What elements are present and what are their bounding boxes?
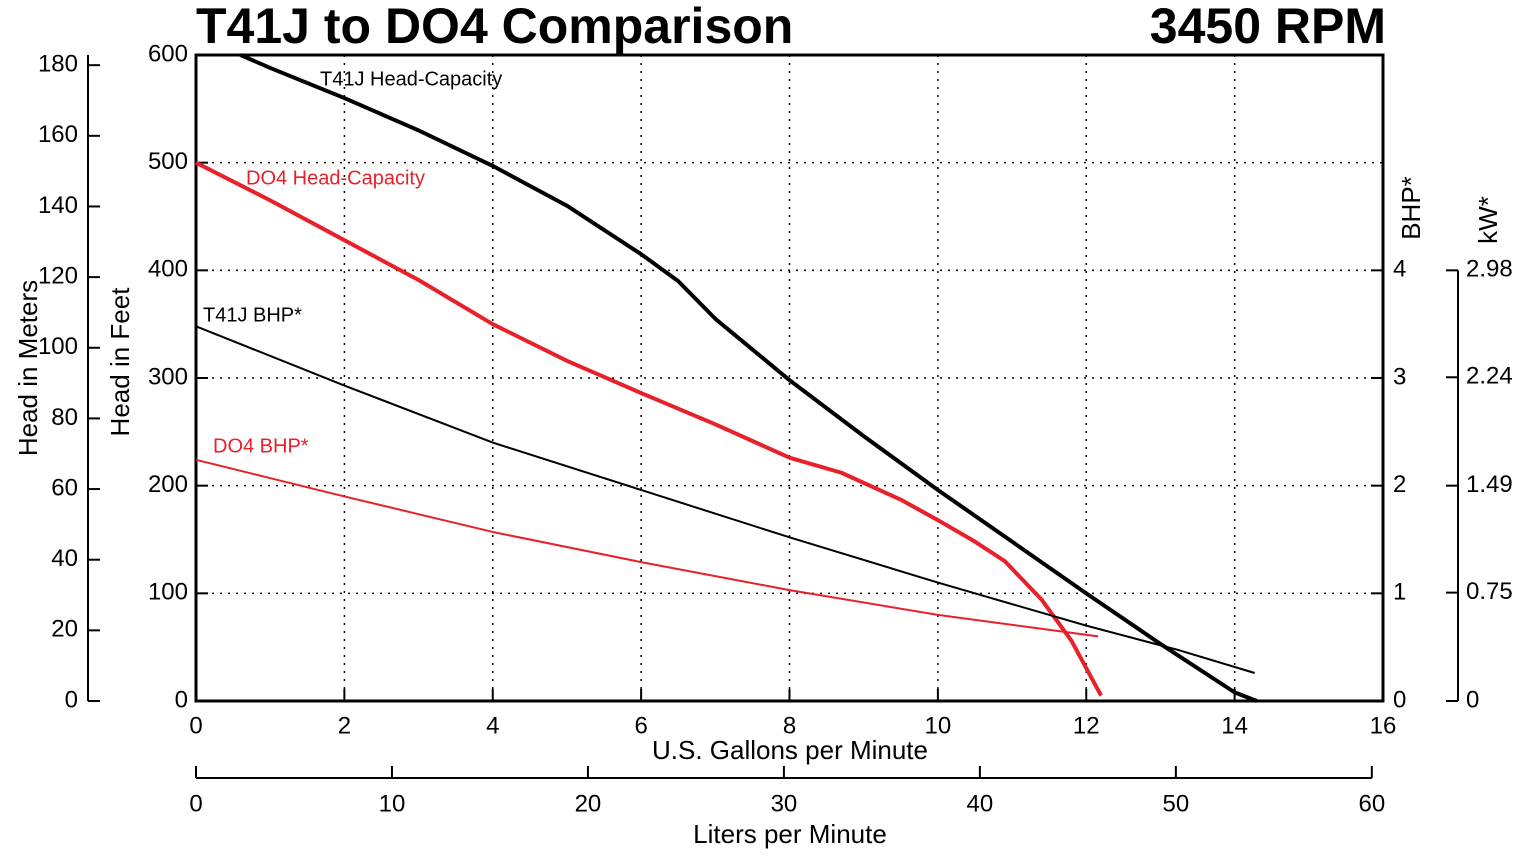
series-label: T41J Head-Capacity (320, 68, 502, 90)
x-tick-label: 16 (1370, 712, 1397, 739)
kw-tick-label: 0 (1466, 686, 1479, 713)
series-label: T41J BHP* (203, 304, 302, 326)
meters-tick-label: 0 (65, 686, 78, 713)
kw-tick-label: 2.24 (1466, 363, 1513, 390)
series-line (195, 325, 1255, 674)
kw-tick-label: 1.49 (1466, 471, 1513, 498)
y2-tick-label: 1 (1393, 579, 1406, 606)
series-line (239, 53, 1258, 703)
y-tick-label: 300 (148, 363, 188, 390)
liters-tick-label: 20 (575, 790, 602, 817)
kw-tick-label: 0.75 (1466, 578, 1513, 605)
x-tick-label: 12 (1073, 712, 1100, 739)
meters-tick-label: 40 (51, 545, 78, 572)
liters-tick-label: 40 (967, 790, 994, 817)
liters-tick-label: 0 (189, 790, 202, 817)
x-axis-title: U.S. Gallons per Minute (652, 735, 928, 765)
liters-tick-label: 10 (379, 790, 406, 817)
x-tick-label: 0 (189, 712, 202, 739)
meters-axis-title: Head in Meters (13, 280, 43, 456)
y2-tick-label: 4 (1393, 256, 1406, 283)
liters-tick-label: 60 (1358, 790, 1385, 817)
y-tick-label: 100 (148, 579, 188, 606)
y-axis-title: Head in Feet (105, 287, 135, 437)
y-tick-label: 400 (148, 256, 188, 283)
meters-tick-label: 160 (38, 121, 78, 148)
meters-tick-label: 80 (51, 404, 78, 431)
y-tick-label: 500 (148, 148, 188, 175)
meters-tick-label: 180 (38, 51, 78, 78)
y2-tick-label: 0 (1393, 686, 1406, 713)
x-tick-label: 14 (1221, 712, 1248, 739)
meters-tick-label: 120 (38, 262, 78, 289)
x-tick-label: 8 (783, 712, 796, 739)
meters-tick-label: 100 (38, 333, 78, 360)
y2-tick-label: 2 (1393, 471, 1406, 498)
y-tick-label: 0 (175, 686, 188, 713)
chart-subtitle: 3450 RPM (1150, 0, 1386, 54)
liters-tick-label: 30 (771, 790, 798, 817)
y2-tick-label: 3 (1393, 363, 1406, 390)
kw-axis-title: kW* (1473, 196, 1503, 244)
x-tick-label: 4 (486, 712, 499, 739)
meters-tick-label: 60 (51, 474, 78, 501)
meters-tick-label: 140 (38, 192, 78, 219)
x-tick-label: 6 (634, 712, 647, 739)
x-tick-label: 2 (338, 712, 351, 739)
series-line (195, 160, 1103, 697)
liters-axis-title: Liters per Minute (693, 819, 887, 849)
chart-title: T41J to DO4 Comparison (196, 0, 793, 54)
series-label: DO4 BHP* (213, 435, 309, 457)
y-tick-label: 600 (148, 40, 188, 67)
meters-tick-label: 20 (51, 616, 78, 643)
liters-tick-label: 50 (1163, 790, 1190, 817)
series-line (195, 458, 1099, 638)
x-tick-label: 10 (925, 712, 952, 739)
y-tick-label: 200 (148, 471, 188, 498)
series-label: DO4 Head-Capacity (246, 167, 425, 189)
y2-axis-title: BHP* (1396, 176, 1426, 240)
kw-tick-label: 2.98 (1466, 256, 1513, 283)
